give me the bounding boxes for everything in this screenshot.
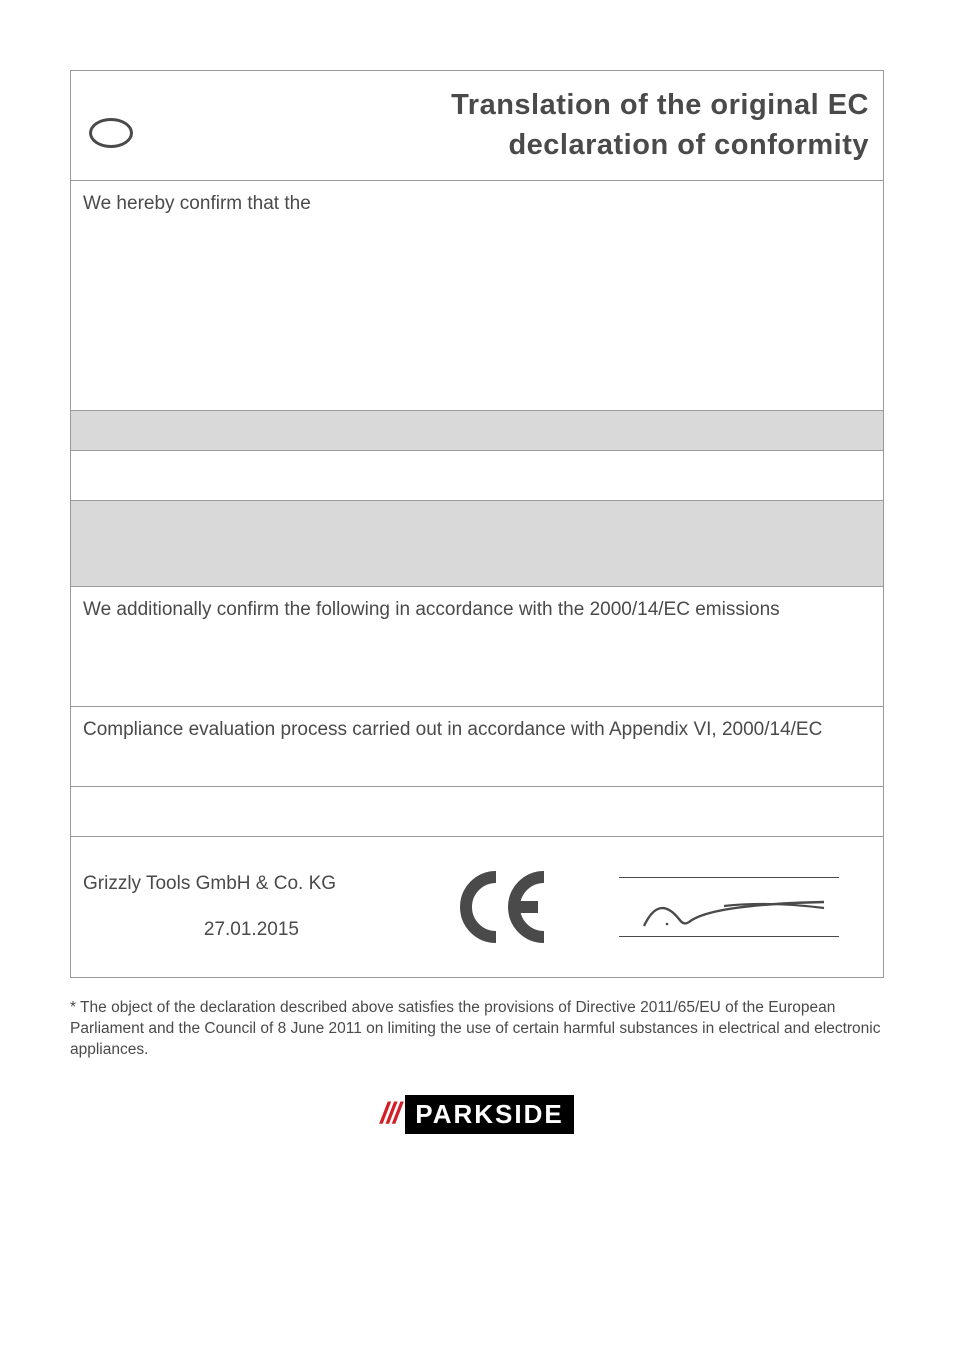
logo-wrap: /// PARKSIDE — [70, 1095, 884, 1134]
footer-row: Grizzly Tools GmbH & Co. KG 27.01.2015 — [71, 837, 883, 977]
emissions-cell: We additionally confirm the following in… — [71, 587, 883, 707]
signature-icon — [629, 884, 829, 934]
logo-slashes: /// — [380, 1097, 399, 1131]
logo-text: PARKSIDE — [405, 1095, 573, 1134]
footnote-text: * The object of the declaration describe… — [70, 999, 880, 1058]
declaration-date: 27.01.2015 — [204, 919, 299, 940]
ellipse-icon — [89, 118, 133, 148]
signature-line-bottom — [619, 936, 839, 937]
footnote: * The object of the declaration describe… — [70, 998, 884, 1061]
ce-mark — [420, 871, 588, 943]
shade-row-1 — [71, 411, 883, 451]
signature-block — [588, 877, 869, 937]
company-name: Grizzly Tools GmbH & Co. KG — [83, 866, 420, 902]
blank-row-2 — [71, 787, 883, 837]
confirm-text: We hereby confirm that the — [83, 193, 311, 214]
compliance-cell: Compliance evaluation process carried ou… — [71, 707, 883, 787]
declaration-box: Translation of the original EC declarati… — [70, 70, 884, 978]
ce-icon — [454, 871, 554, 943]
title-line-2: declaration of conformity — [508, 129, 869, 161]
blank-row-1 — [71, 451, 883, 501]
header-icon-cell — [71, 104, 161, 148]
compliance-text: Compliance evaluation process carried ou… — [83, 719, 822, 740]
footer-left: Grizzly Tools GmbH & Co. KG 27.01.2015 — [83, 866, 420, 948]
shade-row-2 — [71, 501, 883, 587]
header-title: Translation of the original EC declarati… — [161, 72, 883, 178]
confirm-cell: We hereby confirm that the — [71, 181, 883, 411]
emissions-text: We additionally confirm the following in… — [83, 599, 780, 620]
header-row: Translation of the original EC declarati… — [71, 71, 883, 181]
title-line-1: Translation of the original EC — [451, 89, 869, 121]
parkside-logo: /// PARKSIDE — [380, 1095, 573, 1134]
signature-line-top — [619, 877, 839, 878]
